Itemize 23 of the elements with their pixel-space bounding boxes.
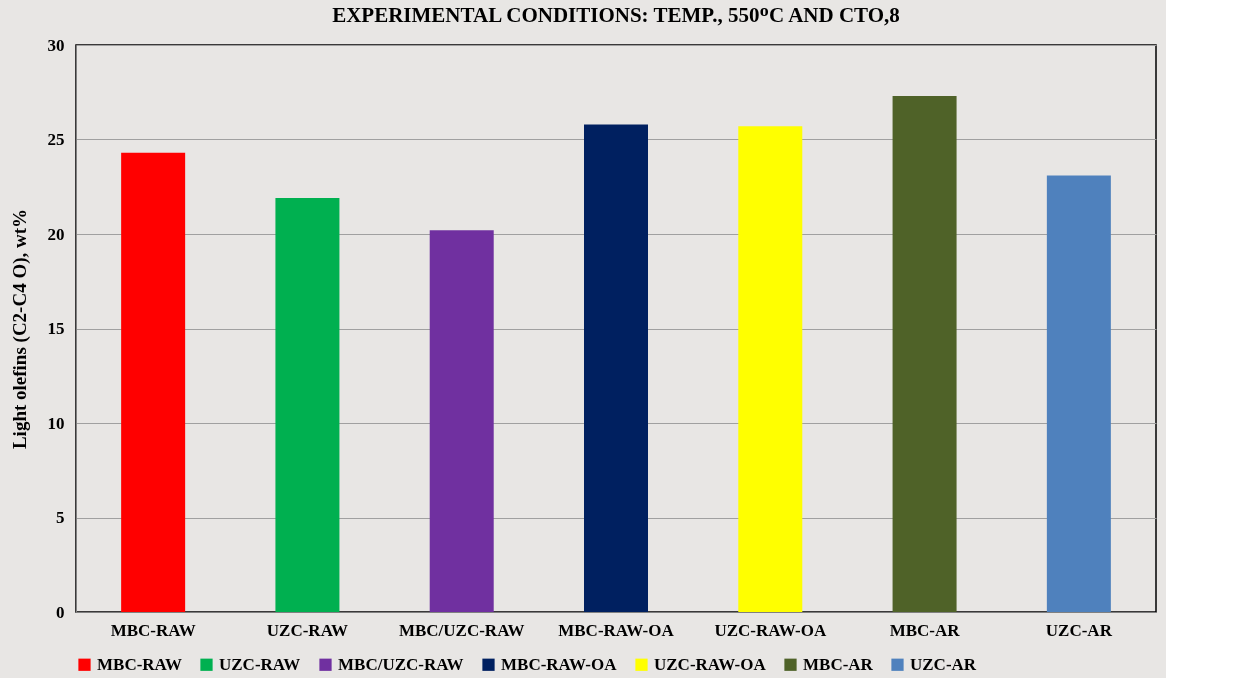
legend-label: MBC/UZC-RAW — [338, 654, 464, 674]
x-tick-label: UZC-AR — [1045, 620, 1113, 640]
legend-label: UZC-AR — [910, 654, 977, 674]
legend-label: UZC-RAW — [219, 654, 301, 674]
y-axis-title: Light olefins (C2-C4 O), wt% — [8, 208, 31, 450]
y-tick-label: 10 — [47, 413, 65, 433]
legend-label: MBC-RAW — [97, 654, 182, 674]
legend-label: MBC-RAW-OA — [501, 654, 618, 674]
x-tick-label: UZC-RAW-OA — [714, 620, 827, 640]
legend-label: MBC-AR — [803, 654, 874, 674]
x-tick-label: MBC/UZC-RAW — [398, 620, 525, 640]
legend-label: UZC-RAW-OA — [654, 654, 767, 674]
x-tick-label: MBC-AR — [889, 620, 961, 640]
x-tick-label: MBC-RAW — [110, 620, 196, 640]
y-tick-label: 15 — [47, 319, 65, 338]
y-tick-label: 25 — [47, 130, 65, 149]
x-tick-label: MBC-RAW-OA — [558, 620, 675, 640]
y-tick-label: 30 — [47, 35, 65, 55]
chart-title: EXPERIMENTAL CONDITIONS: TEMP., 550ᴼC AND CTO,8 — [332, 3, 900, 27]
y-tick-label: 5 — [56, 508, 65, 527]
y-tick-label: 0 — [56, 602, 65, 622]
x-tick-label: UZC-RAW — [266, 620, 349, 640]
y-tick-label: 20 — [47, 224, 65, 244]
